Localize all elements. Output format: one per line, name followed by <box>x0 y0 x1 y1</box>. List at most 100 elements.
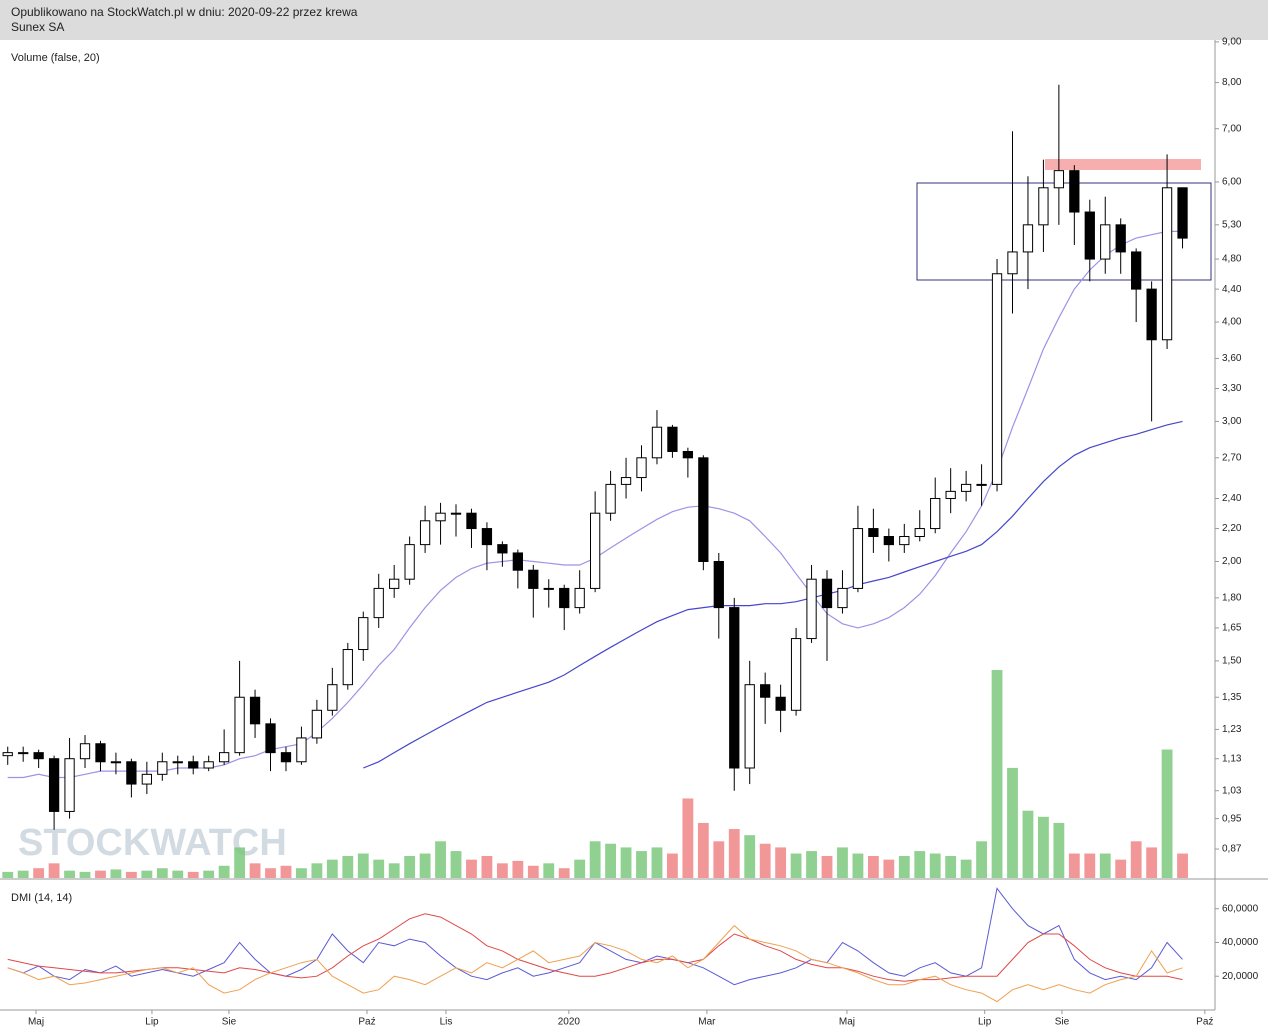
candle-body <box>249 696 261 725</box>
x-tick-label: Lip <box>145 1017 159 1028</box>
volume-bar <box>929 853 941 878</box>
y-tick-label: 2,70 <box>1222 452 1242 463</box>
volume-bar <box>759 843 771 878</box>
y-tick-label: 2,40 <box>1222 493 1242 504</box>
volume-bar <box>419 853 431 878</box>
candle-body <box>960 483 972 492</box>
candle-body <box>1100 224 1111 260</box>
y-tick-label: 20,0000 <box>1222 971 1259 982</box>
candle-body <box>790 638 802 711</box>
volume-bar <box>373 859 385 878</box>
volume-bar <box>265 868 276 878</box>
volume-bar <box>620 847 632 878</box>
candle-body <box>1177 187 1188 239</box>
volume-bar <box>79 871 91 878</box>
volume-bar <box>1115 859 1127 878</box>
candle-body <box>79 743 91 760</box>
volume-bar <box>806 851 817 878</box>
candle-body <box>373 587 384 619</box>
volume-bar <box>512 860 524 878</box>
volume-bar <box>976 841 987 878</box>
volume-bar <box>667 853 678 878</box>
volume-bar <box>125 871 137 878</box>
y-tick-label: 4,40 <box>1222 284 1242 295</box>
candle-body <box>868 528 879 537</box>
candle-body <box>636 457 647 479</box>
volume-bar <box>1022 810 1034 878</box>
x-tick-label: 2020 <box>558 1017 581 1028</box>
candle-body <box>744 684 755 769</box>
candle-body <box>18 752 29 755</box>
candle-body <box>682 450 694 459</box>
volume-bar <box>1068 853 1080 878</box>
header-line: Opublikowano na StockWatch.pl w dniu: 20… <box>11 5 358 19</box>
candle-body <box>806 578 817 640</box>
volume-bar <box>2 871 14 878</box>
volume-bar <box>450 851 462 878</box>
volume-bar <box>744 835 756 878</box>
volume-bar <box>914 851 926 878</box>
x-tick-label: Maj <box>28 1017 44 1028</box>
candle-body <box>698 457 709 562</box>
x-tick-label: Sie <box>1055 1017 1070 1028</box>
volume-bar <box>311 863 323 878</box>
volume-bar <box>496 863 508 878</box>
x-tick-label: Paź <box>358 1017 375 1028</box>
candle-body <box>930 497 941 530</box>
panel-label: Volume (false, 20) <box>11 52 100 64</box>
volume-bar <box>837 847 848 878</box>
volume-bar <box>636 851 647 878</box>
candle-body <box>203 761 214 769</box>
candle-body <box>435 512 446 522</box>
volume-bar <box>326 859 338 878</box>
candle-body <box>419 520 431 546</box>
volume-bar <box>991 670 1003 878</box>
candle-body <box>883 535 894 546</box>
candle-body <box>497 544 508 554</box>
candle-body <box>466 512 477 530</box>
candle-body <box>914 528 925 537</box>
volume-bar <box>404 855 416 878</box>
candle-body <box>1038 187 1049 226</box>
candle-body <box>620 477 632 485</box>
candle-body <box>1069 170 1080 213</box>
y-tick-label: 40,0000 <box>1222 937 1259 948</box>
volume-bar <box>156 868 168 878</box>
volume-bar <box>543 863 555 878</box>
candle-body <box>760 684 771 698</box>
y-tick-label: 0,95 <box>1222 813 1242 824</box>
x-tick-label: Maj <box>839 1017 855 1028</box>
candle-body <box>327 684 338 711</box>
candle-body <box>667 426 678 452</box>
y-tick-label: 1,65 <box>1222 623 1242 634</box>
candle-body <box>33 752 44 760</box>
candle-body <box>991 273 1003 485</box>
volume-bar <box>388 863 400 878</box>
candle-body <box>404 544 415 580</box>
volume-bar <box>481 855 493 878</box>
x-tick-label: Sie <box>222 1017 237 1028</box>
volume-bar <box>574 859 586 878</box>
candle-body <box>821 578 833 609</box>
volume-bar <box>296 868 307 878</box>
y-tick-label: 1,80 <box>1222 593 1242 604</box>
candle-body <box>512 552 523 571</box>
x-tick-label: Lip <box>978 1017 992 1028</box>
header-line: Sunex SA <box>11 20 64 34</box>
y-tick-label: 3,60 <box>1222 353 1242 364</box>
candle-body <box>110 761 122 764</box>
candle-body <box>1084 211 1095 260</box>
candle-body <box>48 758 60 812</box>
volume-bar <box>558 868 570 878</box>
volume-bar <box>1084 853 1096 878</box>
volume-bar <box>280 865 292 878</box>
volume-bar <box>728 829 740 878</box>
candle-body <box>559 587 570 609</box>
candle-body <box>280 752 292 763</box>
candle-body <box>1131 251 1142 290</box>
y-tick-label: 6,00 <box>1222 177 1242 188</box>
volume-bar <box>527 865 539 878</box>
y-tick-label: 5,30 <box>1222 219 1242 230</box>
candle-body <box>265 723 276 754</box>
volume-bar <box>17 870 29 878</box>
